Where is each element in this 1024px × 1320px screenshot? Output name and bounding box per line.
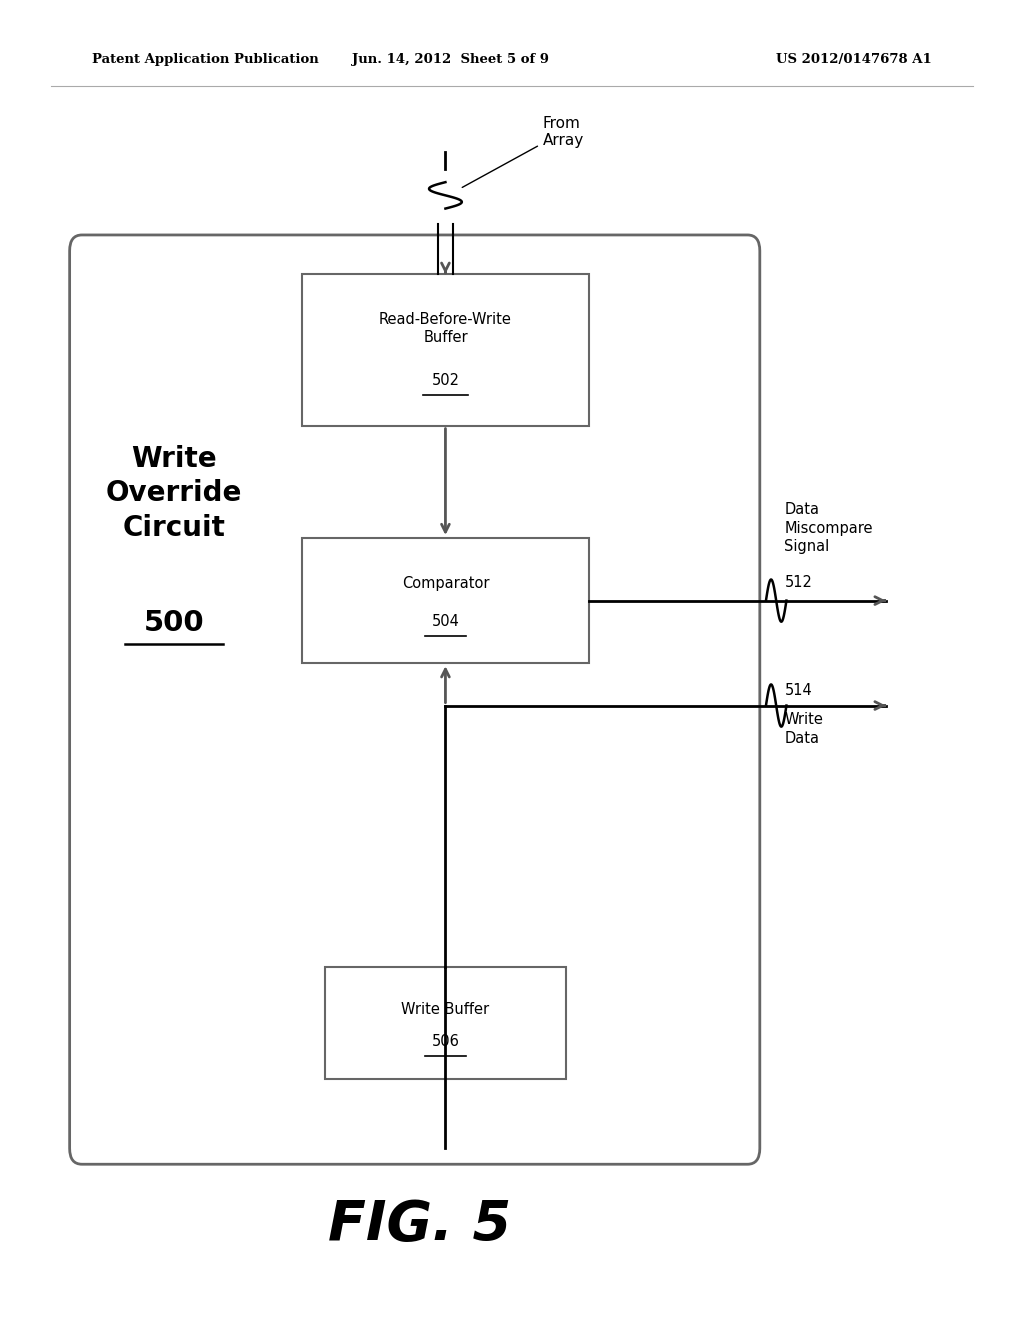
Text: 502: 502 — [431, 372, 460, 388]
Text: 506: 506 — [431, 1034, 460, 1049]
Text: From
Array: From Array — [462, 116, 584, 187]
Text: Comparator: Comparator — [401, 576, 489, 591]
Text: Jun. 14, 2012  Sheet 5 of 9: Jun. 14, 2012 Sheet 5 of 9 — [352, 53, 549, 66]
Text: Read-Before-Write
Buffer: Read-Before-Write Buffer — [379, 312, 512, 346]
Text: 500: 500 — [143, 609, 205, 636]
Text: Write
Data: Write Data — [784, 713, 823, 746]
FancyBboxPatch shape — [326, 966, 565, 1080]
Text: 504: 504 — [431, 614, 460, 630]
FancyBboxPatch shape — [302, 275, 589, 425]
Text: US 2012/0147678 A1: US 2012/0147678 A1 — [776, 53, 932, 66]
Text: 512: 512 — [784, 576, 812, 590]
Text: Write Buffer: Write Buffer — [401, 1002, 489, 1018]
FancyBboxPatch shape — [302, 539, 589, 663]
Text: Data
Miscompare
Signal: Data Miscompare Signal — [784, 502, 872, 554]
FancyBboxPatch shape — [70, 235, 760, 1164]
Text: Write
Override
Circuit: Write Override Circuit — [105, 445, 243, 541]
Text: 514: 514 — [784, 682, 812, 697]
Text: FIG. 5: FIG. 5 — [329, 1199, 511, 1251]
Text: Patent Application Publication: Patent Application Publication — [92, 53, 318, 66]
